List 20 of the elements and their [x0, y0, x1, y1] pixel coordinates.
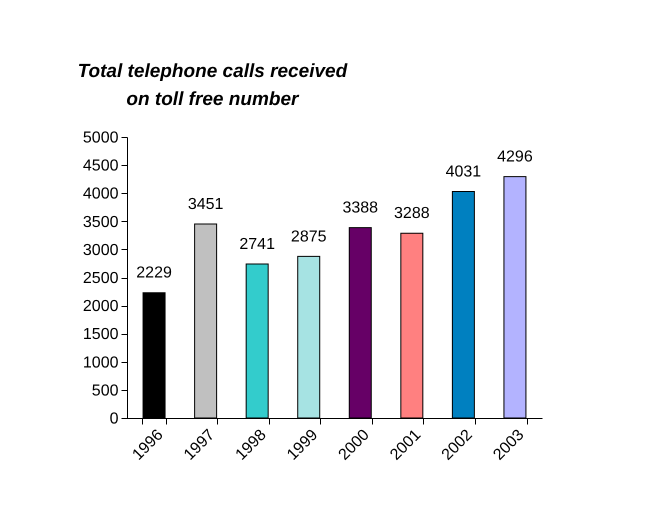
chart-title: Total telephone calls received on toll free number: [78, 61, 348, 110]
y-tick-label: 4500: [82, 158, 119, 175]
y-tick-label: 0: [110, 410, 119, 428]
y-tick-label: 3500: [82, 214, 119, 231]
data-label: 2875: [290, 228, 327, 246]
y-tick-label: 2500: [82, 270, 119, 287]
data-label: 4296: [497, 148, 533, 166]
data-label: 4031: [446, 163, 482, 180]
y-tick-label: 5000: [82, 130, 119, 146]
data-label: 2741: [239, 236, 276, 253]
data-label: 3451: [188, 196, 224, 214]
y-tick-label: 2000: [82, 298, 119, 316]
y-tick-label: 3000: [82, 242, 119, 259]
y-tick-label: 1000: [82, 354, 119, 372]
data-label: 2229: [136, 264, 172, 282]
data-label: 3388: [342, 200, 378, 217]
y-tick-label: 4000: [82, 186, 119, 203]
y-tick-label: 1500: [82, 326, 119, 344]
data-label: 3288: [394, 205, 430, 222]
y-tick-label: 500: [92, 382, 119, 400]
